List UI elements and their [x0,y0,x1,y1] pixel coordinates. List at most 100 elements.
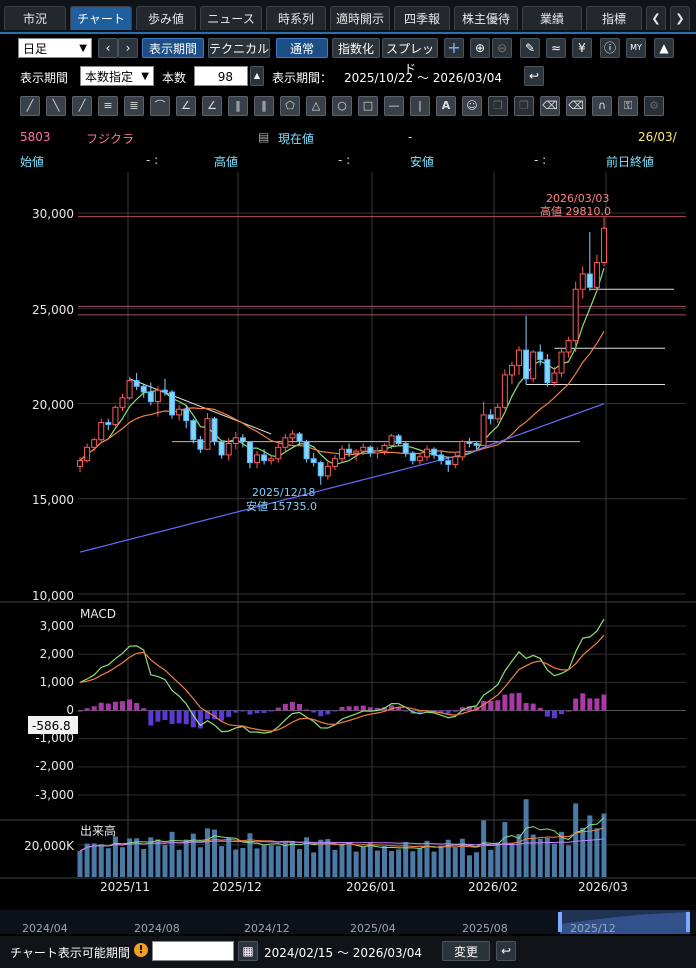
magnet-tool-icon[interactable]: ∩ [592,96,612,116]
tab-timeseries[interactable]: 時系列 [266,6,326,30]
volume-bar [488,849,494,877]
area-chart-icon[interactable]: ▲ [654,38,674,58]
candle-body [154,389,161,403]
yen-icon[interactable]: ¥ [572,38,592,58]
vlines-tool-icon[interactable]: ‖ [228,96,248,116]
volume-bar [502,822,508,877]
trend-icon[interactable]: ≈ [546,38,566,58]
circle-tool-icon[interactable]: ○ [332,96,352,116]
ruler-tool-icon[interactable]: ╲ [46,96,66,116]
normal-button[interactable]: 通常 [276,38,328,58]
pen-icon[interactable]: ✎ [520,38,540,58]
tab-label: ニュース [207,12,255,26]
macd-histogram-bar [601,694,607,711]
low-label: 安値 [410,155,435,169]
period-select[interactable]: 日足 ▼ [18,38,92,58]
prev-icon[interactable]: ‹ [98,38,118,58]
price-chart[interactable]: 2026/03/03 高値 29810.0 2025/12/18 安値 1573… [0,172,696,934]
info-icon[interactable]: ⓘ [600,38,620,58]
count-stepper[interactable]: ▲ [250,66,264,86]
candle-body [239,437,246,443]
rectangle-tool-icon[interactable]: □ [358,96,378,116]
volume-bar [183,839,189,877]
crosshair-icon[interactable]: + [444,38,464,58]
eraser-tool-icon[interactable]: ⌫ [540,96,560,116]
line-tool-icon[interactable]: ╱ [20,96,40,116]
period-mode-select[interactable]: 本数指定 ▼ [80,66,154,86]
tab-news[interactable]: ニュース [200,6,262,30]
arc-tool-icon[interactable]: ⌒ [150,96,170,116]
macd-histogram-bar [119,701,125,711]
zoom-out-icon[interactable]: ⊖ [492,38,512,58]
hlines-tool-icon[interactable]: ≡ [98,96,118,116]
candle-body [431,448,438,456]
tab-earnings[interactable]: 業績 [522,6,582,30]
tab-label: チャート [77,12,125,26]
change-button[interactable]: 変更 [442,941,490,961]
zoom-in-icon[interactable]: ⊕ [470,38,490,58]
undo-icon[interactable]: ↩ [524,66,544,86]
my-settings-icon[interactable]: MY [626,38,646,58]
technical-button[interactable]: テクニカル [208,38,270,58]
volume-bar [381,845,387,877]
volume-bar [240,847,246,877]
period-mode-label: 表示期間 [20,71,69,85]
start-date-input[interactable] [152,941,234,961]
fibonacci-tool-icon[interactable]: ≣ [124,96,144,116]
navigator-handle-right[interactable] [686,912,690,932]
lock-tool-icon[interactable]: ⚿ [618,96,638,116]
macd-histogram-bar [304,709,310,711]
tab-next-icon[interactable]: ❯ [670,6,690,30]
text-tool-icon[interactable]: A [436,96,456,116]
gann-tool-icon[interactable]: ∠ [202,96,222,116]
candle-body [367,446,374,454]
tab-tick[interactable]: 歩み値 [136,6,196,30]
spread-button[interactable]: スプレッド [382,38,438,76]
vline-tool-icon[interactable]: | [410,96,430,116]
candle-body [381,444,388,452]
volume-bar [495,842,501,877]
navigator-window[interactable] [560,910,690,934]
next-icon[interactable]: › [118,38,138,58]
volume-bar [530,834,536,877]
navigator-handle-left[interactable] [558,912,562,932]
triangle-tool-icon[interactable]: △ [306,96,326,116]
chevron-down-icon: ▼ [79,43,87,54]
tab-chart[interactable]: チャート [70,6,132,30]
undo-icon[interactable]: ↩ [496,941,516,961]
index-button[interactable]: 指数化 [332,38,380,58]
high-label: 高値 [214,155,239,169]
volume-bar [559,831,565,877]
display-period-button[interactable]: 表示期間 [142,38,204,58]
macd-histogram-bar [176,710,182,724]
settings-tool-icon[interactable]: ⚙ [644,96,664,116]
tab-benefits[interactable]: 株主優待 [454,6,518,30]
chevron-down-icon: ▼ [141,71,149,82]
cycle-tool-icon[interactable]: ‖ [254,96,274,116]
calendar-icon[interactable]: ▦ [238,941,258,961]
macd-histogram-bar [91,706,97,711]
tab-label: 時系列 [277,12,314,26]
fan-tool-icon[interactable]: ∠ [176,96,196,116]
chart-background [0,172,696,934]
nav-label-2024-08: 2024/08 [134,922,180,934]
candle-body [508,364,515,376]
volume-bar [325,839,331,877]
volume-bar [509,842,515,877]
candle-body [261,454,268,462]
stamp-tool-icon[interactable]: ☺ [462,96,482,116]
hline-tool-icon[interactable]: — [384,96,404,116]
candle-body [586,273,593,288]
copy-tool-icon[interactable]: ❐ [488,96,508,116]
volume-bar [233,849,239,877]
tab-disclosure[interactable]: 適時開示 [330,6,390,30]
tab-market[interactable]: 市況 [4,6,66,30]
tab-indicators[interactable]: 指標 [586,6,642,30]
paste-tool-icon[interactable]: ❐ [514,96,534,116]
tab-prev-icon[interactable]: ❮ [646,6,666,30]
eraser-all-tool-icon[interactable]: ⌫ [566,96,586,116]
tab-shikiho[interactable]: 四季報 [394,6,450,30]
parallel-tool-icon[interactable]: ╱ [72,96,92,116]
count-input[interactable]: 98 [194,66,248,86]
pentagon-tool-icon[interactable]: ⬠ [280,96,300,116]
